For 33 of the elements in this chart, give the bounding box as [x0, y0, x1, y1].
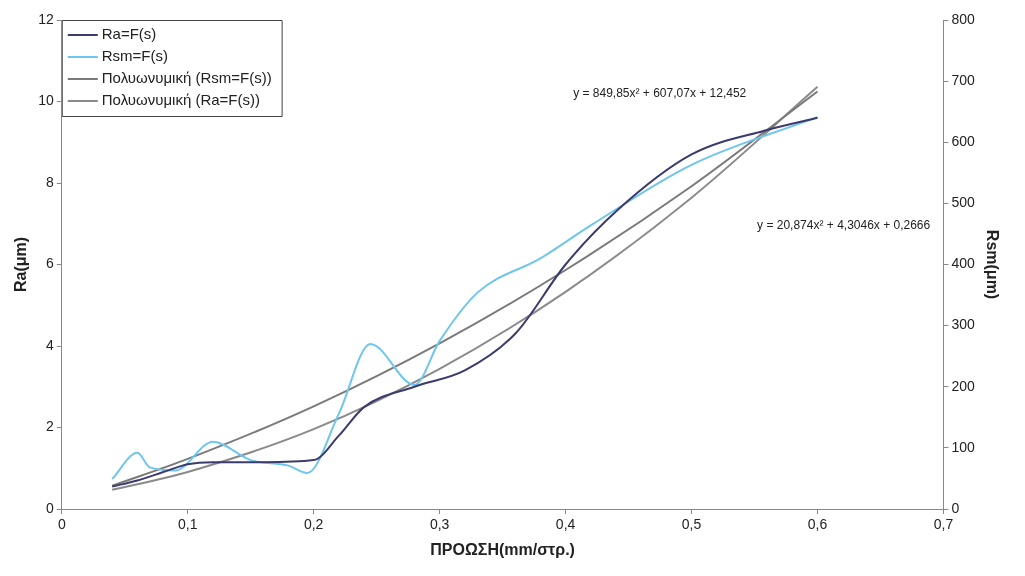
y-tick-label: 10 — [38, 92, 54, 109]
y-tick-label: 2 — [45, 418, 54, 435]
x-tick-label: 0,5 — [681, 516, 702, 533]
x-tick-label: 0,7 — [933, 516, 954, 533]
legend-label: Rsm=F(s) — [101, 47, 169, 65]
x-axis-title: ΠΡΟΩΣΗ(mm/στρ.) — [430, 540, 575, 558]
legend-label: Ra=F(s) — [101, 25, 157, 43]
x-tick-label: 0,1 — [177, 516, 198, 533]
annotation: y = 849,85x² + 607,07x + 12,452 — [573, 85, 747, 100]
legend-label: Πολυωνυμική (Rsm=F(s)) — [101, 69, 272, 87]
x-tick-label: 0 — [57, 516, 66, 533]
y2-tick-label: 500 — [951, 194, 976, 211]
y-axis-title: Ra(μm) — [12, 236, 30, 293]
y-tick-label: 6 — [45, 255, 54, 272]
y2-tick-label: 100 — [951, 438, 976, 455]
y2-tick-label: 300 — [951, 316, 976, 333]
y2-axis-title: Rsm(μm) — [983, 229, 1001, 300]
x-tick-label: 0,3 — [429, 516, 450, 533]
y2-tick-label: 200 — [951, 377, 976, 394]
x-tick-label: 0,6 — [807, 516, 828, 533]
y-tick-label: 0 — [45, 499, 54, 516]
annotation: y = 20,874x² + 4,3046x + 0,2666 — [757, 217, 931, 232]
y-tick-label: 4 — [45, 336, 54, 353]
y-tick-label: 8 — [45, 173, 54, 190]
legend-label: Πολυωνυμική (Ra=F(s)) — [101, 91, 260, 109]
x-tick-label: 0,4 — [555, 516, 576, 533]
y2-tick-label: 700 — [951, 71, 976, 88]
y2-tick-label: 800 — [951, 10, 976, 27]
x-tick-label: 0,2 — [303, 516, 324, 533]
y-tick-label: 12 — [38, 10, 54, 27]
y2-tick-label: 600 — [951, 133, 976, 150]
y2-tick-label: 400 — [951, 255, 976, 272]
y2-tick-label: 0 — [951, 499, 960, 516]
